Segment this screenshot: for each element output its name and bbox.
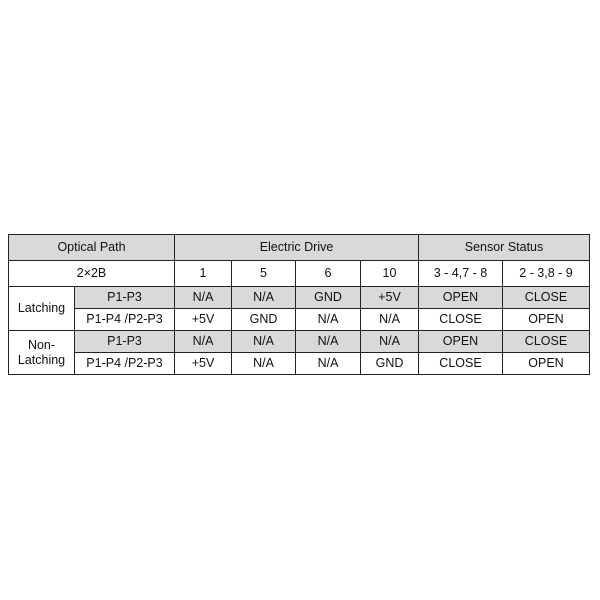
sensor-cell: OPEN bbox=[418, 286, 503, 309]
table-row: P1-P4 /P2-P3 +5V N/A N/A GND CLOSE OPEN bbox=[9, 352, 590, 375]
label-line: Latching bbox=[17, 352, 66, 367]
drive-cell: GND bbox=[231, 308, 296, 331]
sensor-cell: CLOSE bbox=[418, 352, 503, 375]
label-line: Non- bbox=[27, 338, 56, 353]
table-row: P1-P4 /P2-P3 +5V GND N/A N/A CLOSE OPEN bbox=[9, 308, 590, 331]
path-cell: P1-P4 /P2-P3 bbox=[74, 308, 175, 331]
sensor-cell: OPEN bbox=[502, 352, 590, 375]
header-optical-path: Optical Path bbox=[8, 234, 175, 261]
pin-cell: 1 bbox=[174, 260, 232, 287]
group-label-latching: Latching bbox=[8, 286, 75, 331]
drive-cell: GND bbox=[295, 286, 361, 309]
drive-cell: N/A bbox=[295, 352, 361, 375]
optical-switch-truth-table: Optical Path Electric Drive Sensor Statu… bbox=[8, 234, 590, 375]
drive-cell: +5V bbox=[360, 286, 419, 309]
table-row: Latching P1-P3 N/A N/A GND +5V OPEN CLOS… bbox=[8, 286, 590, 331]
drive-cell: N/A bbox=[231, 286, 296, 309]
subheader-row: 2×2B 1 5 6 10 3 - 4,7 - 8 2 - 3,8 - 9 bbox=[8, 260, 590, 287]
header-row: Optical Path Electric Drive Sensor Statu… bbox=[8, 234, 590, 261]
sensor-cell: OPEN bbox=[418, 330, 503, 353]
path-cell: P1-P4 /P2-P3 bbox=[74, 352, 175, 375]
drive-cell: N/A bbox=[231, 330, 296, 353]
sensor-cell: CLOSE bbox=[418, 308, 503, 331]
drive-cell: N/A bbox=[174, 286, 232, 309]
drive-cell: N/A bbox=[360, 330, 419, 353]
header-electric-drive: Electric Drive bbox=[174, 234, 419, 261]
group-label-non-latching: Non- Latching bbox=[8, 330, 75, 375]
drive-cell: N/A bbox=[295, 308, 361, 331]
drive-cell: +5V bbox=[174, 308, 232, 331]
path-cell: P1-P3 bbox=[74, 330, 175, 353]
sensor-cell: OPEN bbox=[502, 308, 590, 331]
drive-cell: +5V bbox=[174, 352, 232, 375]
drive-cell: N/A bbox=[360, 308, 419, 331]
sensor-cell: 2 - 3,8 - 9 bbox=[502, 260, 590, 287]
table-row: Non- Latching P1-P3 N/A N/A N/A N/A OPEN … bbox=[8, 330, 590, 375]
pin-cell: 6 bbox=[295, 260, 361, 287]
pin-cell: 10 bbox=[360, 260, 419, 287]
sensor-cell: CLOSE bbox=[502, 286, 590, 309]
pin-cell: 5 bbox=[231, 260, 296, 287]
drive-cell: N/A bbox=[231, 352, 296, 375]
sensor-cell: CLOSE bbox=[502, 330, 590, 353]
drive-cell: N/A bbox=[295, 330, 361, 353]
path-cell: P1-P3 bbox=[74, 286, 175, 309]
sensor-cell: 3 - 4,7 - 8 bbox=[418, 260, 503, 287]
header-sensor-status: Sensor Status bbox=[418, 234, 590, 261]
model-cell: 2×2B bbox=[8, 260, 175, 287]
drive-cell: GND bbox=[360, 352, 419, 375]
drive-cell: N/A bbox=[174, 330, 232, 353]
